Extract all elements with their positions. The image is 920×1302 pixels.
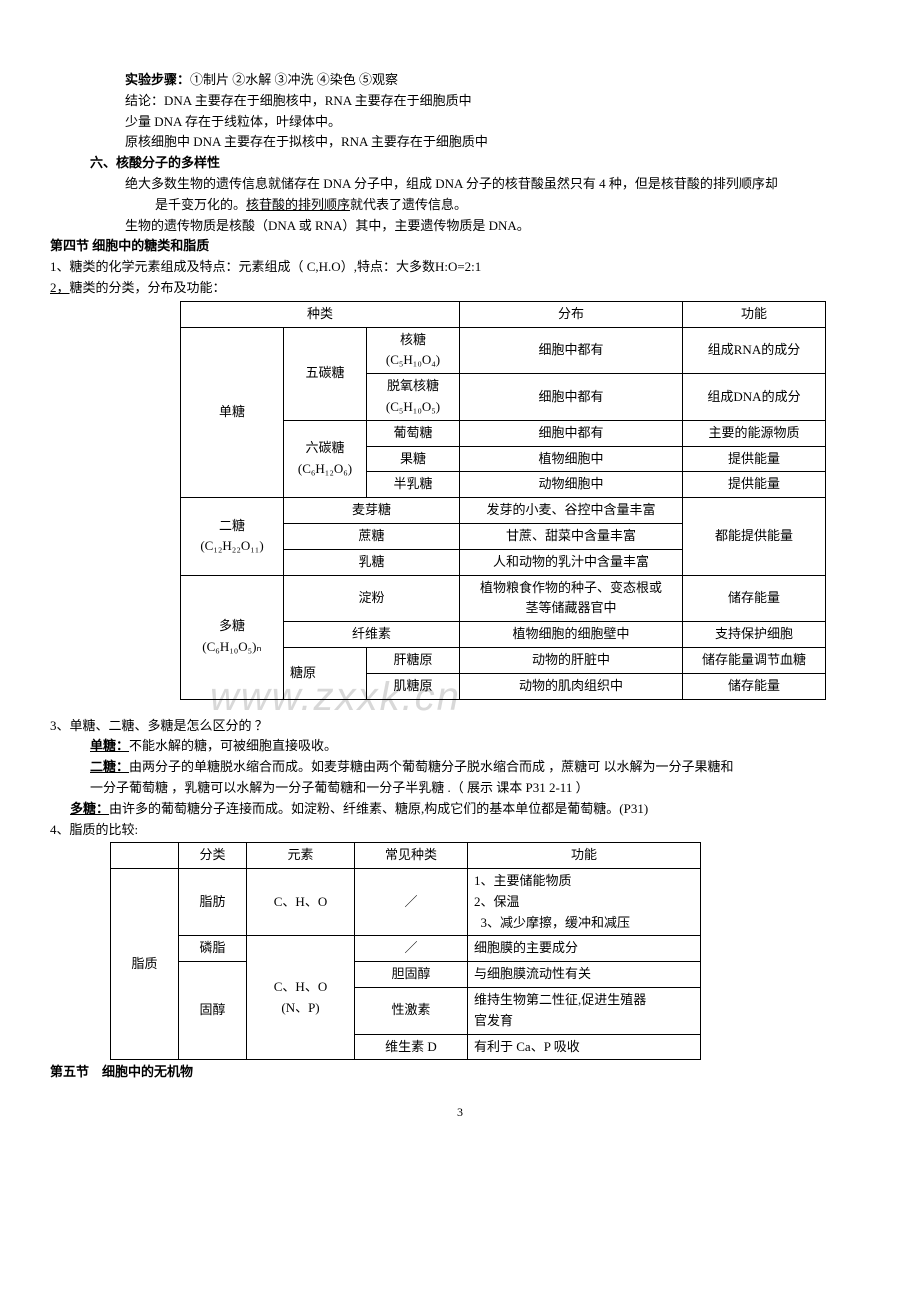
cell: 植物细胞的细胞壁中	[460, 622, 683, 648]
diversity-line-b: 是千变万化的。核苷酸的排列顺序就代表了遗传信息。	[155, 195, 870, 216]
table-row: 种类 分布 功能	[181, 301, 826, 327]
sugar-table: 种类 分布 功能 单糖 五碳糖 核糖(C₅H₁₀O₄) 细胞中都有 组成RNA的…	[180, 301, 826, 700]
header-cell: 常见种类	[355, 843, 468, 869]
cell: 六碳糖(C₆H₁₂O₆)	[284, 420, 367, 497]
header-cell: 种类	[181, 301, 460, 327]
cell: 固醇	[179, 962, 247, 1060]
cell: 麦芽糖	[284, 498, 460, 524]
cell: 半乳糖	[367, 472, 460, 498]
table-row: 多糖(C₆H₁₀O₅)ₙ 淀粉 植物粮食作物的种子、变态根或茎等储藏器官中 储存…	[181, 575, 826, 622]
cell: 与细胞膜流动性有关	[468, 962, 701, 988]
cell: 多糖(C₆H₁₀O₅)ₙ	[181, 575, 284, 699]
cell: 核糖(C₅H₁₀O₄)	[367, 327, 460, 374]
poly-def: 多糖：由许多的葡萄糖分子连接而成。如淀粉、纤维素、糖原,构成它们的基本单位都是葡…	[70, 799, 870, 820]
cell: 脂肪	[179, 869, 247, 936]
cell: 组成RNA的成分	[683, 327, 826, 374]
label: 实验步骤：	[125, 72, 190, 87]
underline-text: 核苷酸的排列顺序	[246, 197, 350, 212]
cell: 支持保护细胞	[683, 622, 826, 648]
cell: 储存能量	[683, 575, 826, 622]
page-number: 3	[50, 1103, 870, 1122]
mono-def: 单糖：不能水解的糖，可被细胞直接吸收。	[90, 736, 870, 757]
cell: 肝糖原	[367, 647, 460, 673]
cell: 发芽的小麦、谷控中含量丰富	[460, 498, 683, 524]
prokaryote-line: 原核细胞中 DNA 主要存在于拟核中，RNA 主要存在于细胞质中	[125, 132, 870, 153]
cell: 动物的肝脏中	[460, 647, 683, 673]
steps-text: ①制片 ②水解 ③冲洗 ④染色 ⑤观察	[190, 72, 398, 87]
lipid-table: 分类 元素 常见种类 功能 脂质 脂肪 C、H、O ／ 1、主要储能物质2、保温…	[110, 842, 701, 1060]
cell: 脱氧核糖(C₅H₁₀O₅)	[367, 374, 460, 421]
cell: 都能提供能量	[683, 498, 826, 575]
cell: 提供能量	[683, 446, 826, 472]
lipid-compare-line: 4、脂质的比较:	[50, 820, 870, 841]
cell: 维持生物第二性征,促进生殖器官发育	[468, 988, 701, 1035]
table-row: 脂质 脂肪 C、H、O ／ 1、主要储能物质2、保温 3、减少摩擦，缓冲和减压	[111, 869, 701, 936]
experiment-steps: 实验步骤：①制片 ②水解 ③冲洗 ④染色 ⑤观察	[125, 70, 870, 91]
header-cell: 分布	[460, 301, 683, 327]
cell: 蔗糖	[284, 523, 460, 549]
cell: 脂质	[111, 869, 179, 1060]
cell: 二糖(C₁₂H₂₂O₁₁)	[181, 498, 284, 575]
cell: 1、主要储能物质2、保温 3、减少摩擦，缓冲和减压	[468, 869, 701, 936]
sugar-elements-line: 1、糖类的化学元素组成及特点：元素组成（ C,H.O）,特点：大多数H:O=2:…	[50, 257, 870, 278]
cell: 淀粉	[284, 575, 460, 622]
cell: 储存能量调节血糖	[683, 647, 826, 673]
header-cell: 元素	[247, 843, 355, 869]
table-row: 单糖 五碳糖 核糖(C₅H₁₀O₄) 细胞中都有 组成RNA的成分	[181, 327, 826, 374]
header-cell	[111, 843, 179, 869]
header-cell: 分类	[179, 843, 247, 869]
cell: 肌糖原	[367, 673, 460, 699]
cell: 动物细胞中	[460, 472, 683, 498]
cell: 植物粮食作物的种子、变态根或茎等储藏器官中	[460, 575, 683, 622]
cell: 提供能量	[683, 472, 826, 498]
cell: 磷脂	[179, 936, 247, 962]
table-row: 磷脂 C、H、O(N、P) ／ 细胞膜的主要成分	[111, 936, 701, 962]
diversity-line-a: 绝大多数生物的遗传信息就储存在 DNA 分子中，组成 DNA 分子的核苷酸虽然只…	[125, 174, 870, 195]
cell: 植物细胞中	[460, 446, 683, 472]
heading-six: 六、核酸分子的多样性	[90, 153, 870, 174]
cell: 细胞膜的主要成分	[468, 936, 701, 962]
conclusion-line: 结论：DNA 主要存在于细胞核中，RNA 主要存在于细胞质中	[125, 91, 870, 112]
cell: 细胞中都有	[460, 420, 683, 446]
cell: C、H、O(N、P)	[247, 936, 355, 1060]
header-cell: 功能	[468, 843, 701, 869]
cell: 动物的肌肉组织中	[460, 673, 683, 699]
cell: 主要的能源物质	[683, 420, 826, 446]
cell: C、H、O	[247, 869, 355, 936]
cell: 细胞中都有	[460, 327, 683, 374]
table-row: 二糖(C₁₂H₂₂O₁₁) 麦芽糖 发芽的小麦、谷控中含量丰富 都能提供能量	[181, 498, 826, 524]
cell: ／	[355, 936, 468, 962]
cell: 有利于 Ca、P 吸收	[468, 1034, 701, 1060]
di-def: 二糖：由两分子的单糖脱水缩合而成。如麦芽糖由两个葡萄糖分子脱水缩合而成 ，蔗糖可…	[90, 757, 870, 778]
cell: 细胞中都有	[460, 374, 683, 421]
cell: 胆固醇	[355, 962, 468, 988]
cell: 性激素	[355, 988, 468, 1035]
cell: 乳糖	[284, 549, 460, 575]
di-def-2: 一分子葡萄糖 ，乳糖可以水解为一分子葡萄糖和一分子半乳糖 .（ 展示 课本 P3…	[90, 778, 870, 799]
section-4-heading: 第四节 细胞中的糖类和脂质	[50, 236, 870, 257]
cell: 糖原	[284, 647, 367, 699]
sugar-classify-line: 2，糖类的分类，分布及功能：	[50, 278, 870, 299]
section-5-heading: 第五节 细胞中的无机物	[50, 1062, 870, 1083]
table-row: 固醇 胆固醇 与细胞膜流动性有关	[111, 962, 701, 988]
cell: ／	[355, 869, 468, 936]
cell: 葡萄糖	[367, 420, 460, 446]
header-cell: 功能	[683, 301, 826, 327]
cell: 甘蔗、甜菜中含量丰富	[460, 523, 683, 549]
q3-line: 3、单糖、二糖、多糖是怎么区分的 ？	[50, 716, 870, 737]
cell: 单糖	[181, 327, 284, 498]
cell: 果糖	[367, 446, 460, 472]
cell: 纤维素	[284, 622, 460, 648]
cell: 维生素 D	[355, 1034, 468, 1060]
dna-location-line: 少量 DNA 存在于线粒体，叶绿体中。	[125, 112, 870, 133]
heredity-line: 生物的遗传物质是核酸（DNA 或 RNA）其中，主要遗传物质是 DNA。	[125, 216, 870, 237]
cell: 五碳糖	[284, 327, 367, 420]
cell: 人和动物的乳汁中含量丰富	[460, 549, 683, 575]
table-row: 分类 元素 常见种类 功能	[111, 843, 701, 869]
cell: 储存能量	[683, 673, 826, 699]
cell: 组成DNA的成分	[683, 374, 826, 421]
